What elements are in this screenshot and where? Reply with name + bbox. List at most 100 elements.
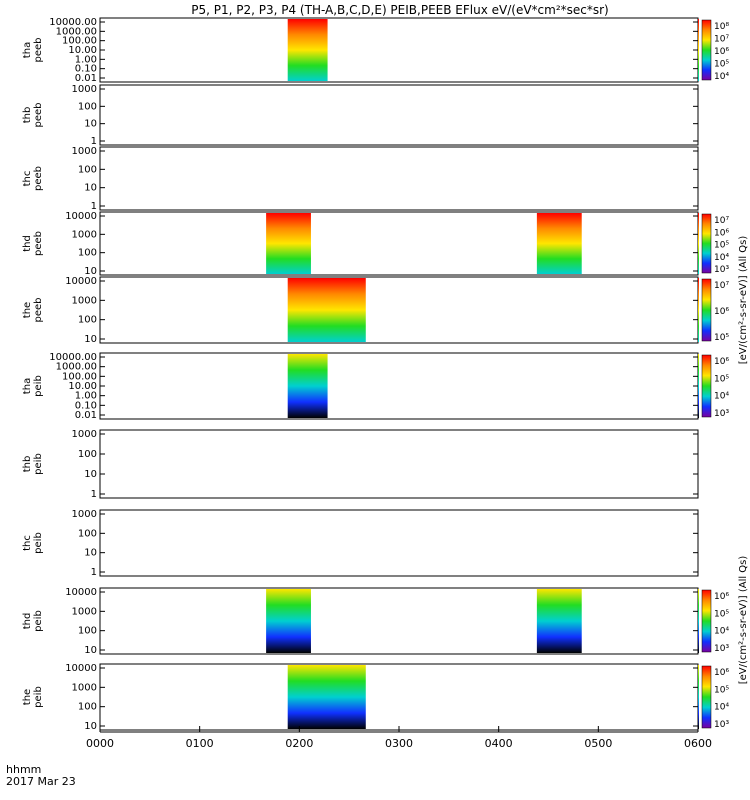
panel-ylabel: tha (22, 42, 33, 58)
colorbar (701, 665, 712, 729)
colorbar-tick-label: 10³ (714, 644, 729, 654)
colorbar-unit-label-b: [eV/(cm²-s-sr-eV)] (All Qs) (738, 556, 749, 685)
panel-ylabel: thd (22, 235, 33, 252)
chart-title: P5, P1, P2, P3, P4 (TH-A,B,C,D,E) PEIB,P… (191, 3, 608, 17)
ytick-label: 1 (91, 201, 97, 212)
xtick-label: 0600 (684, 737, 712, 750)
spectrogram-block (287, 665, 366, 729)
ytick-label: 1000 (72, 146, 97, 157)
panel-thd-peib: 10000 1000 100 10 thd peib 10⁶ 10⁵ 10⁴ 10³ (22, 587, 729, 656)
spectrogram-block (698, 19, 699, 81)
colorbar-tick-label: 10⁶ (714, 47, 729, 57)
ytick-label: 100 (78, 449, 97, 460)
ytick-label: 1000 (72, 229, 97, 240)
ytick-label: 1000.00 (56, 362, 97, 373)
ytick-label: 10 (84, 334, 97, 345)
colorbar-tick-label: 10³ (714, 409, 729, 419)
panel-frame (99, 84, 699, 146)
panel-thc-peeb: 1000 100 10 1 thc peeb (22, 146, 699, 212)
panel-ylabel: peeb (33, 231, 44, 256)
colorbar (701, 19, 712, 81)
panel-frame (99, 17, 699, 83)
ytick-label: 10 (84, 469, 97, 480)
colorbar-tick-label: 10⁵ (714, 685, 729, 695)
colorbar-tick-label: 10⁷ (714, 216, 729, 226)
panel-frame (99, 587, 699, 655)
colorbar-tick-label: 10³ (714, 265, 729, 275)
ytick-label: 10000 (65, 276, 97, 287)
colorbar-tick-label: 10⁴ (714, 253, 729, 263)
colorbar-tick-label: 10⁴ (714, 627, 729, 637)
colorbar (701, 213, 712, 274)
ytick-label: 10 (84, 645, 97, 656)
colorbar-tick-label: 10⁸ (714, 22, 729, 32)
panel-the-peib: 10000 1000 100 10 the peib 10⁶ 10⁵ 10⁴ 10³ (22, 663, 729, 732)
colorbar-tick-label: 10⁵ (714, 241, 729, 251)
colorbar (701, 354, 712, 418)
spectrogram-block (536, 589, 582, 653)
panel-thd-peeb: 10000 1000 100 10 thd peeb 10⁷ 10⁶ 10⁵ 10⁴ 10³ (22, 211, 729, 277)
colorbar-tick-label: 10⁷ (714, 281, 729, 291)
panel-frame (99, 276, 699, 344)
ytick-label: 10000 (65, 663, 97, 674)
ytick-label: 10000.00 (49, 352, 97, 363)
ytick-label: 10 (84, 548, 97, 559)
ytick-label: 100.00 (62, 371, 97, 382)
ytick-label: 1.00 (75, 54, 97, 65)
ytick-label: 10.00 (68, 381, 97, 392)
ytick-label: 10 (84, 721, 97, 732)
xtick-label: 0100 (186, 737, 214, 750)
ytick-label: 100 (78, 702, 97, 713)
panel-ylabel: peib (33, 532, 44, 554)
ytick-label: 10.00 (68, 45, 97, 56)
ytick-label: 100.00 (62, 36, 97, 47)
ytick-label: 10 (84, 266, 97, 277)
colorbar-tick-label: 10⁵ (714, 374, 729, 384)
colorbar-unit-label-a: [eV/(cm²-s-sr-eV)] (All Qs) (738, 236, 749, 365)
panel-ylabel: thc (22, 535, 33, 551)
panel-frame (99, 509, 699, 577)
colorbar-tick-label: 10⁴ (714, 703, 729, 713)
ytick-label: 10000 (65, 587, 97, 598)
spectrogram-block (698, 665, 699, 729)
ytick-label: 1000 (72, 295, 97, 306)
colorbar-tick-label: 10⁴ (714, 392, 729, 402)
spectrogram-block (266, 589, 311, 653)
colorbar-tick-label: 10⁵ (714, 333, 729, 343)
ytick-label: 10000 (65, 211, 97, 222)
xtick-label: 0300 (385, 737, 413, 750)
ytick-label: 100 (78, 164, 97, 175)
xtick-label: 0500 (584, 737, 612, 750)
colorbar-tick-label: 10⁶ (714, 307, 729, 317)
colorbar-tick-label: 10⁵ (714, 609, 729, 619)
panel-ylabel: peeb (33, 166, 44, 191)
panel-the-peeb: 10000 1000 100 10 the peeb 10⁷ 10⁶ 10⁵ (22, 276, 729, 345)
ytick-label: 0.10 (75, 400, 97, 411)
xaxis-label-hhmm: hhmm (6, 763, 41, 776)
ytick-label: 1000 (72, 509, 97, 520)
colorbar (701, 278, 712, 342)
panel-thb-peib: 1000 100 10 1 thb peib (22, 429, 699, 500)
panel-thc-peib: 1000 100 10 1 thc peib (22, 509, 699, 578)
ytick-label: 10000.00 (49, 17, 97, 28)
spectrogram-block (698, 213, 699, 274)
colorbar-tick-label: 10³ (714, 720, 729, 730)
panel-ylabel: thc (22, 171, 33, 187)
ytick-label: 1 (91, 567, 97, 578)
colorbar-tick-label: 10⁶ (714, 228, 729, 238)
ytick-label: 1.00 (75, 391, 97, 402)
panel-ylabel: peib (33, 453, 44, 475)
ytick-label: 100 (78, 101, 97, 112)
panel-ylabel: peib (33, 375, 44, 397)
panel-frame (99, 146, 699, 211)
ytick-label: 1000 (72, 429, 97, 440)
colorbar (701, 589, 712, 653)
spectrogram-block (287, 19, 328, 81)
panel-ylabel: peeb (33, 298, 44, 323)
ytick-label: 10 (84, 119, 97, 130)
panel-ylabel: peib (33, 610, 44, 632)
xaxis-label-date: 2017 Mar 23 (6, 775, 76, 788)
ytick-label: 100 (78, 626, 97, 637)
